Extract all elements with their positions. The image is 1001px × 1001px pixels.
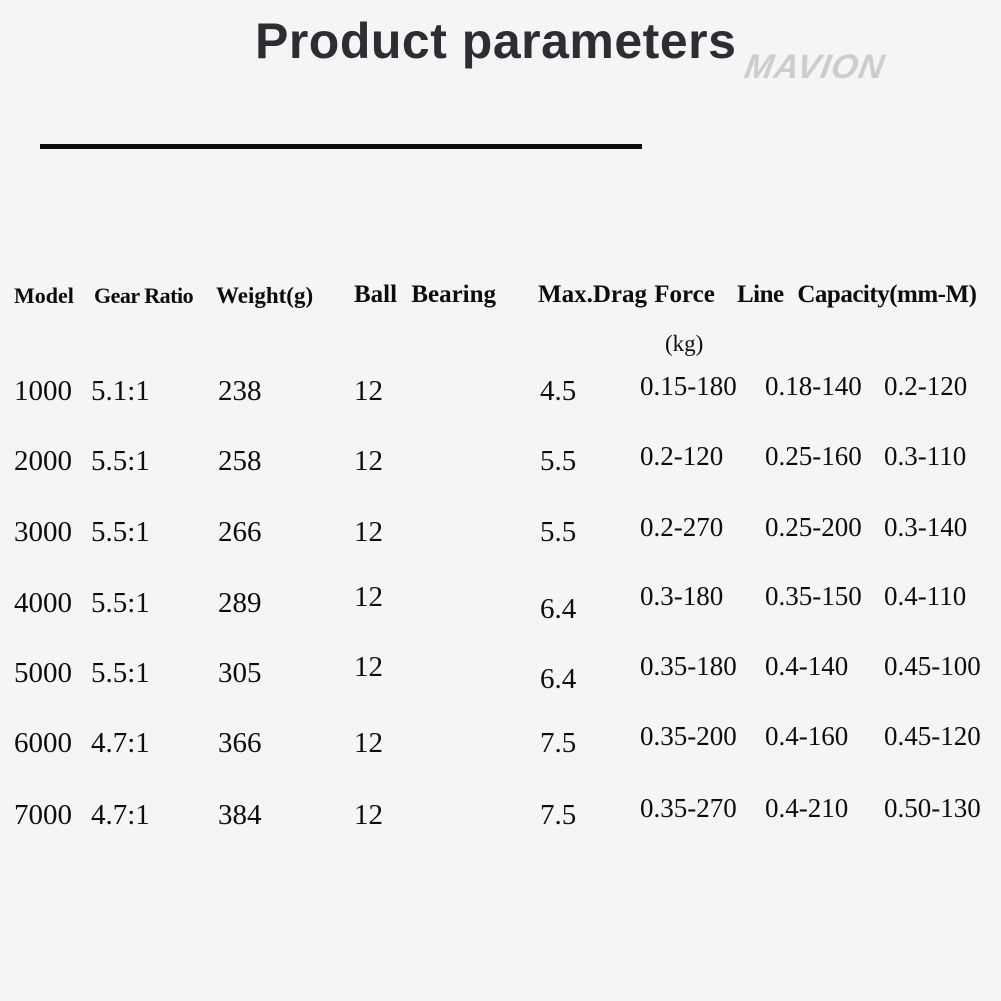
cell-model: 6000: [14, 727, 72, 760]
cell-lc2: 0.35-150: [765, 581, 862, 612]
cell-model: 5000: [14, 657, 72, 690]
cell-bearing: 12: [354, 581, 383, 614]
cell-model: 2000: [14, 445, 72, 478]
cell-weight: 384: [218, 799, 262, 832]
col-header-gear-ratio: Gear Ratio: [94, 283, 193, 309]
cell-bearing: 12: [354, 516, 383, 549]
cell-lc3: 0.3-110: [884, 441, 966, 472]
cell-drag: 7.5: [540, 727, 576, 760]
page-title: Product parameters: [255, 12, 736, 70]
cell-drag: 6.4: [540, 663, 576, 696]
cell-bearing: 12: [354, 799, 383, 832]
cell-gear: 5.5:1: [91, 516, 150, 549]
cell-drag: 7.5: [540, 799, 576, 832]
cell-lc1: 0.35-270: [640, 793, 737, 824]
brand-watermark: MAVION: [742, 48, 888, 87]
cell-lc1: 0.3-180: [640, 581, 723, 612]
cell-lc2: 0.4-140: [765, 651, 848, 682]
cell-lc3: 0.2-120: [884, 371, 967, 402]
cell-bearing: 12: [354, 445, 383, 478]
cell-gear: 5.5:1: [91, 445, 150, 478]
cell-weight: 289: [218, 587, 262, 620]
cell-weight: 238: [218, 375, 262, 408]
col-header-max-drag-unit: (kg): [665, 331, 703, 357]
cell-lc3: 0.3-140: [884, 512, 967, 543]
cell-weight: 366: [218, 727, 262, 760]
cell-lc1: 0.15-180: [640, 371, 737, 402]
title-divider: [40, 144, 642, 149]
col-header-ball-bearing: Ball Bearing: [354, 281, 496, 309]
col-header-model: Model: [14, 283, 74, 309]
cell-lc2: 0.25-160: [765, 441, 862, 472]
cell-lc3: 0.4-110: [884, 581, 966, 612]
cell-weight: 266: [218, 516, 262, 549]
cell-lc1: 0.2-120: [640, 441, 723, 472]
cell-lc2: 0.4-210: [765, 793, 848, 824]
col-header-max-drag: Max.Drag Force: [538, 281, 715, 309]
cell-gear: 4.7:1: [91, 727, 150, 760]
cell-drag: 4.5: [540, 375, 576, 408]
product-parameters-page: Product parameters MAVION Model Gear Rat…: [0, 0, 1001, 1001]
cell-bearing: 12: [354, 375, 383, 408]
cell-lc1: 0.35-200: [640, 721, 737, 752]
col-header-line-capacity: Line Capacity(mm-M): [737, 281, 976, 309]
cell-bearing: 12: [354, 727, 383, 760]
cell-weight: 305: [218, 657, 262, 690]
cell-model: 4000: [14, 587, 72, 620]
cell-lc2: 0.25-200: [765, 512, 862, 543]
cell-gear: 4.7:1: [91, 799, 150, 832]
cell-bearing: 12: [354, 651, 383, 684]
cell-lc1: 0.2-270: [640, 512, 723, 543]
cell-lc3: 0.50-130: [884, 793, 981, 824]
cell-lc3: 0.45-120: [884, 721, 981, 752]
cell-gear: 5.5:1: [91, 657, 150, 690]
cell-lc2: 0.4-160: [765, 721, 848, 752]
cell-gear: 5.5:1: [91, 587, 150, 620]
cell-lc3: 0.45-100: [884, 651, 981, 682]
cell-model: 7000: [14, 799, 72, 832]
cell-weight: 258: [218, 445, 262, 478]
cell-model: 3000: [14, 516, 72, 549]
cell-model: 1000: [14, 375, 72, 408]
cell-drag: 5.5: [540, 516, 576, 549]
cell-drag: 6.4: [540, 593, 576, 626]
cell-lc2: 0.18-140: [765, 371, 862, 402]
cell-drag: 5.5: [540, 445, 576, 478]
col-header-weight: Weight(g): [216, 283, 313, 309]
cell-lc1: 0.35-180: [640, 651, 737, 682]
cell-gear: 5.1:1: [91, 375, 150, 408]
